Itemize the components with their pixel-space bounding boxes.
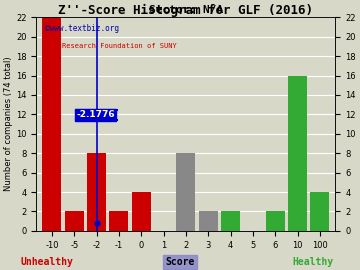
Text: Healthy: Healthy <box>293 257 334 267</box>
Bar <box>65 211 84 231</box>
Text: Sector: N/A: Sector: N/A <box>149 5 223 15</box>
Bar <box>176 153 195 231</box>
Bar <box>266 211 285 231</box>
Bar <box>132 192 151 231</box>
Bar <box>221 211 240 231</box>
Bar <box>288 76 307 231</box>
Text: Score: Score <box>165 257 195 267</box>
Bar <box>310 192 329 231</box>
Text: ©www.textbiz.org: ©www.textbiz.org <box>45 24 119 33</box>
Title: Z''-Score Histogram for GLF (2016): Z''-Score Histogram for GLF (2016) <box>58 4 314 17</box>
Text: Unhealthy: Unhealthy <box>21 257 73 267</box>
Text: The Research Foundation of SUNY: The Research Foundation of SUNY <box>45 43 177 49</box>
Y-axis label: Number of companies (74 total): Number of companies (74 total) <box>4 57 13 191</box>
Text: -2.1776: -2.1776 <box>76 110 115 119</box>
Bar <box>199 211 218 231</box>
Bar <box>87 153 106 231</box>
Bar <box>109 211 129 231</box>
Bar <box>42 17 62 231</box>
